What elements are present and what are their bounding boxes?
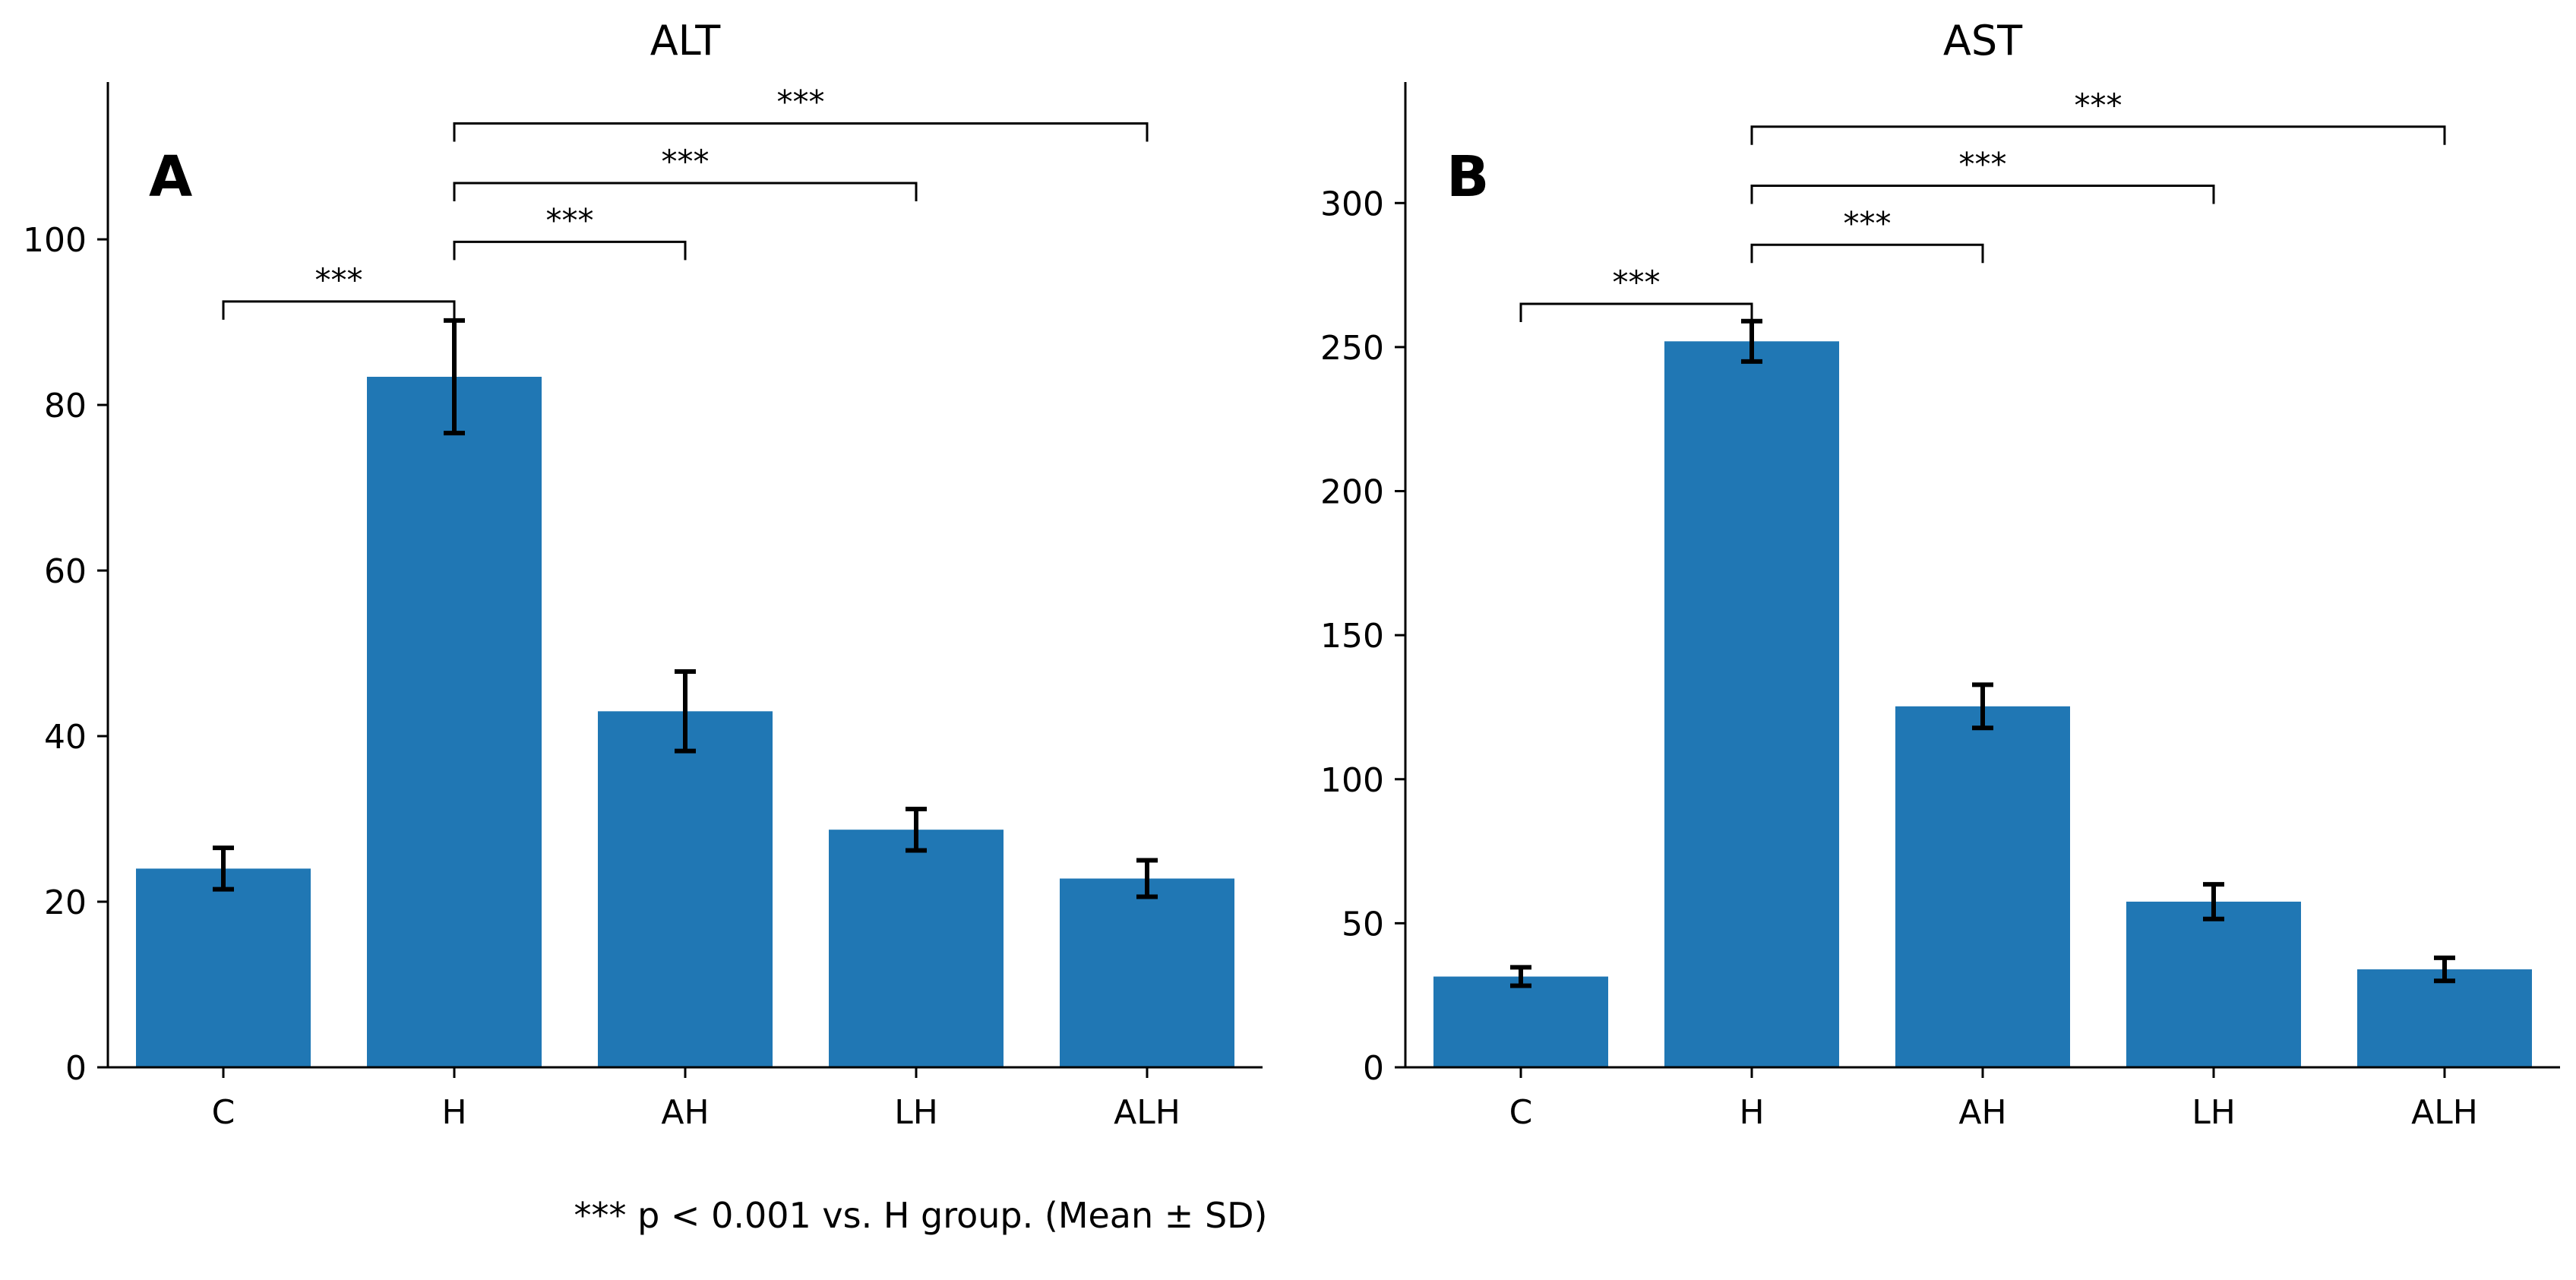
significance-label: *** bbox=[546, 201, 594, 239]
footnote: *** p < 0.001 vs. H group. (Mean ± SD) bbox=[574, 1195, 1267, 1236]
significance-label: *** bbox=[1844, 204, 1892, 242]
x-tick-label-c: C bbox=[1509, 1093, 1533, 1132]
significance-bracket bbox=[222, 300, 456, 320]
significance-label: *** bbox=[662, 143, 710, 180]
chart-title: ALT bbox=[650, 17, 722, 65]
y-tick-label: 150 bbox=[1320, 617, 1384, 656]
x-tick-label-c: C bbox=[212, 1093, 235, 1132]
bar-ah bbox=[1895, 706, 2070, 1067]
bar-ah bbox=[598, 711, 773, 1067]
x-tick-label-alh: ALH bbox=[1114, 1093, 1181, 1132]
x-tick-label-ah: AH bbox=[661, 1093, 709, 1132]
error-bar-alh bbox=[2434, 955, 2455, 984]
significance-label: *** bbox=[1959, 146, 2007, 183]
significance-label: *** bbox=[2075, 87, 2122, 124]
panel-label: B bbox=[1446, 144, 1489, 210]
y-tick-label: 0 bbox=[65, 1049, 87, 1088]
y-tick-label: 100 bbox=[1320, 761, 1384, 800]
error-bar-h bbox=[444, 318, 465, 436]
y-tick-label: 200 bbox=[1320, 473, 1384, 512]
significance-label: *** bbox=[1613, 264, 1661, 301]
bar-alh bbox=[1060, 878, 1234, 1067]
error-bar-ah bbox=[1972, 682, 1993, 731]
significance-label: *** bbox=[315, 261, 363, 299]
error-bar-c bbox=[1510, 965, 1531, 988]
alt-panel: 0 20 40 60 80 100 C H AH LH ALH ALT A *** *** *** *** bbox=[23, 17, 1263, 1132]
x-tick-label-ah: AH bbox=[1958, 1093, 2006, 1132]
x-tick-label-lh: LH bbox=[894, 1093, 938, 1132]
y-tick-label: 40 bbox=[44, 718, 87, 757]
error-bar-c bbox=[213, 845, 234, 892]
bar-h bbox=[1664, 341, 1839, 1067]
significance-label: *** bbox=[777, 83, 825, 120]
bar-alh bbox=[2357, 969, 2532, 1067]
bar-lh bbox=[829, 830, 1004, 1067]
y-tick-label: 20 bbox=[44, 883, 87, 922]
ast-panel: 0 50 100 150 200 250 300 C H AH LH ALH AST B *** *** ***… bbox=[1320, 17, 2560, 1132]
y-tick-label: 0 bbox=[1363, 1049, 1384, 1088]
x-tick-label-h: H bbox=[1739, 1093, 1764, 1132]
chart-title: AST bbox=[1943, 17, 2023, 65]
y-tick-label: 60 bbox=[44, 552, 87, 591]
error-bar-ah bbox=[675, 669, 696, 754]
significance-bracket bbox=[1519, 302, 1753, 323]
y-tick-label: 50 bbox=[1342, 905, 1384, 943]
significance-bracket bbox=[1750, 185, 2215, 204]
significance-bracket bbox=[453, 182, 918, 201]
x-tick-label-h: H bbox=[441, 1093, 466, 1132]
y-tick-label: 100 bbox=[23, 221, 87, 260]
x-tick-label-lh: LH bbox=[2192, 1093, 2236, 1132]
y-tick-label: 80 bbox=[44, 387, 87, 425]
x-tick-label-alh: ALH bbox=[2411, 1093, 2478, 1132]
y-tick-label: 250 bbox=[1320, 329, 1384, 368]
bar-lh bbox=[2126, 901, 2301, 1067]
y-tick-label: 300 bbox=[1320, 185, 1384, 223]
error-bar-lh bbox=[2203, 882, 2224, 921]
bar-c bbox=[136, 868, 311, 1067]
significance-bracket bbox=[453, 240, 687, 261]
error-bar-alh bbox=[1136, 858, 1158, 899]
error-bar-lh bbox=[906, 806, 927, 853]
significance-bracket bbox=[1750, 243, 1984, 264]
significance-bracket bbox=[453, 122, 1149, 142]
bar-c bbox=[1433, 976, 1608, 1067]
significance-bracket bbox=[1750, 125, 2446, 145]
bar-h bbox=[367, 377, 542, 1067]
panel-label: A bbox=[149, 144, 192, 210]
